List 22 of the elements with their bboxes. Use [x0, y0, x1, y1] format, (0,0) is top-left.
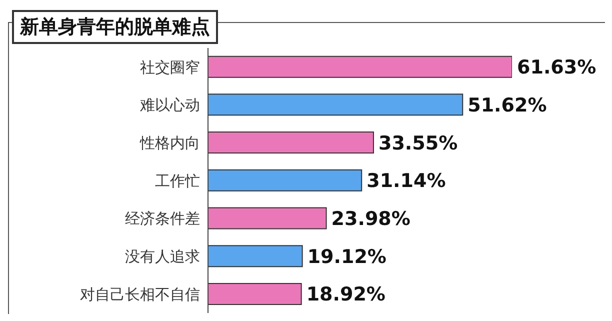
data-label: 51.62% [468, 94, 547, 116]
data-label: 33.55% [378, 132, 458, 154]
y-tick-label: 经济条件差 [125, 210, 200, 228]
y-tick-label: 工作忙 [155, 172, 200, 190]
bar [208, 94, 464, 116]
data-label: 23.98% [331, 208, 410, 230]
data-label: 31.14% [366, 170, 446, 192]
y-tick-label: 难以心动 [139, 96, 200, 114]
bar [208, 245, 303, 268]
bar [208, 207, 327, 230]
bar [208, 282, 302, 305]
data-label: 19.12% [307, 246, 386, 268]
y-tick-label: 社交圈窄 [140, 58, 200, 76]
y-tick-label: 性格内向 [139, 134, 200, 152]
y-tick-label: 对自己长相不自信 [80, 285, 200, 304]
chart-title: 新单身青年的脱单难点 [12, 10, 218, 44]
bar [208, 169, 362, 192]
data-label: 18.92% [306, 284, 386, 306]
data-label: 61.63% [517, 56, 596, 79]
bar [208, 132, 374, 154]
bar [208, 56, 512, 78]
y-tick-label: 没有人追求 [125, 248, 200, 266]
